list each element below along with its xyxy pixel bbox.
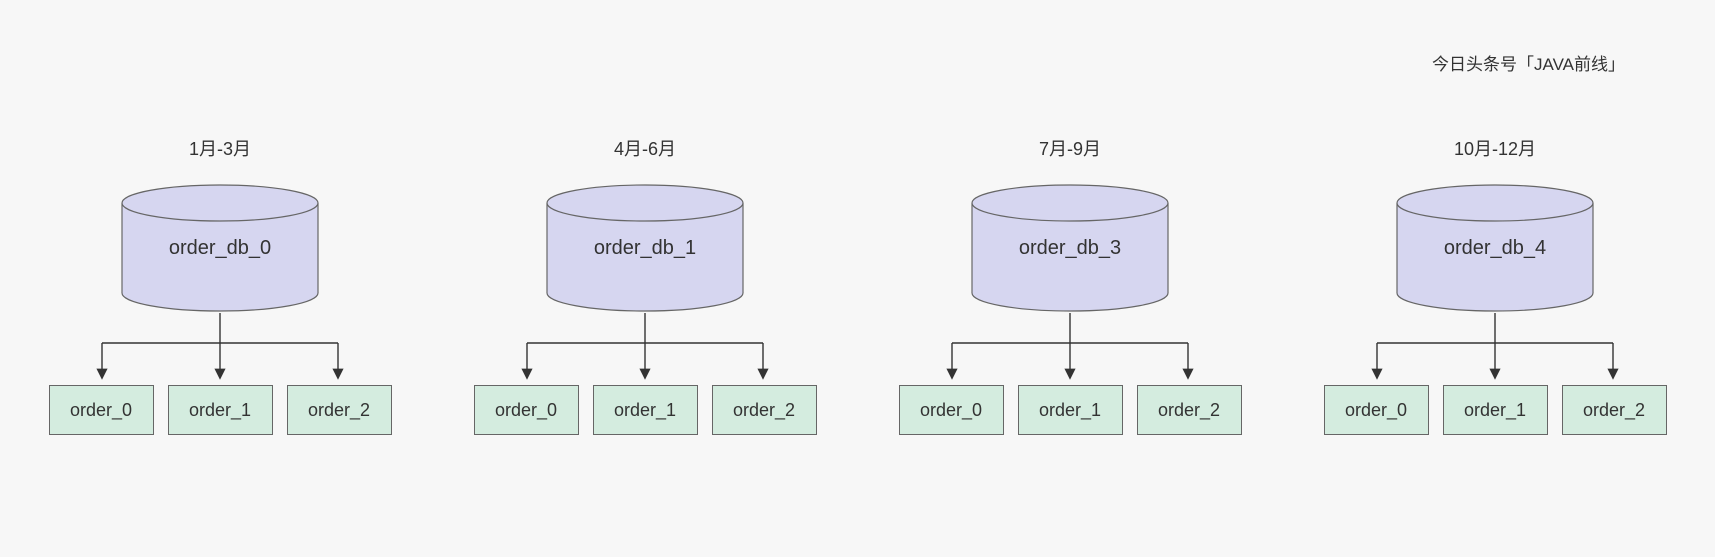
table-box: order_0 (1324, 385, 1429, 435)
connector (1325, 313, 1665, 385)
table-box: order_1 (1443, 385, 1548, 435)
period-label: 7月-9月 (1039, 135, 1101, 161)
table-box: order_2 (287, 385, 392, 435)
tables-row: order_0 order_1 order_2 (1324, 385, 1667, 435)
database-label: order_db_4 (1395, 237, 1595, 260)
db-cluster: 10月-12月 order_db_4 order_0 ord (1310, 135, 1680, 435)
tables-row: order_0 order_1 order_2 (49, 385, 392, 435)
table-box: order_2 (1562, 385, 1667, 435)
table-box: order_0 (899, 385, 1004, 435)
table-box: order_2 (712, 385, 817, 435)
db-cluster: 1月-3月 order_db_0 order_0 order (35, 135, 405, 435)
watermark-text: 今日头条号「JAVA前线」 (1432, 50, 1625, 75)
clusters-container: 1月-3月 order_db_0 order_0 order (35, 135, 1680, 435)
database-cylinder: order_db_3 (970, 183, 1170, 313)
database-label: order_db_3 (970, 237, 1170, 260)
period-label: 10月-12月 (1454, 135, 1536, 161)
connector (900, 313, 1240, 385)
period-label: 4月-6月 (614, 135, 676, 161)
database-label: order_db_1 (545, 237, 745, 260)
table-box: order_0 (49, 385, 154, 435)
database-cylinder: order_db_4 (1395, 183, 1595, 313)
table-box: order_0 (474, 385, 579, 435)
database-cylinder: order_db_0 (120, 183, 320, 313)
db-cluster: 7月-9月 order_db_3 order_0 order (885, 135, 1255, 435)
table-box: order_1 (593, 385, 698, 435)
connector (475, 313, 815, 385)
tables-row: order_0 order_1 order_2 (474, 385, 817, 435)
period-label: 1月-3月 (189, 135, 251, 161)
table-box: order_2 (1137, 385, 1242, 435)
table-box: order_1 (1018, 385, 1123, 435)
table-box: order_1 (168, 385, 273, 435)
database-cylinder: order_db_1 (545, 183, 745, 313)
tables-row: order_0 order_1 order_2 (899, 385, 1242, 435)
db-cluster: 4月-6月 order_db_1 order_0 order (460, 135, 830, 435)
database-label: order_db_0 (120, 237, 320, 260)
connector (50, 313, 390, 385)
